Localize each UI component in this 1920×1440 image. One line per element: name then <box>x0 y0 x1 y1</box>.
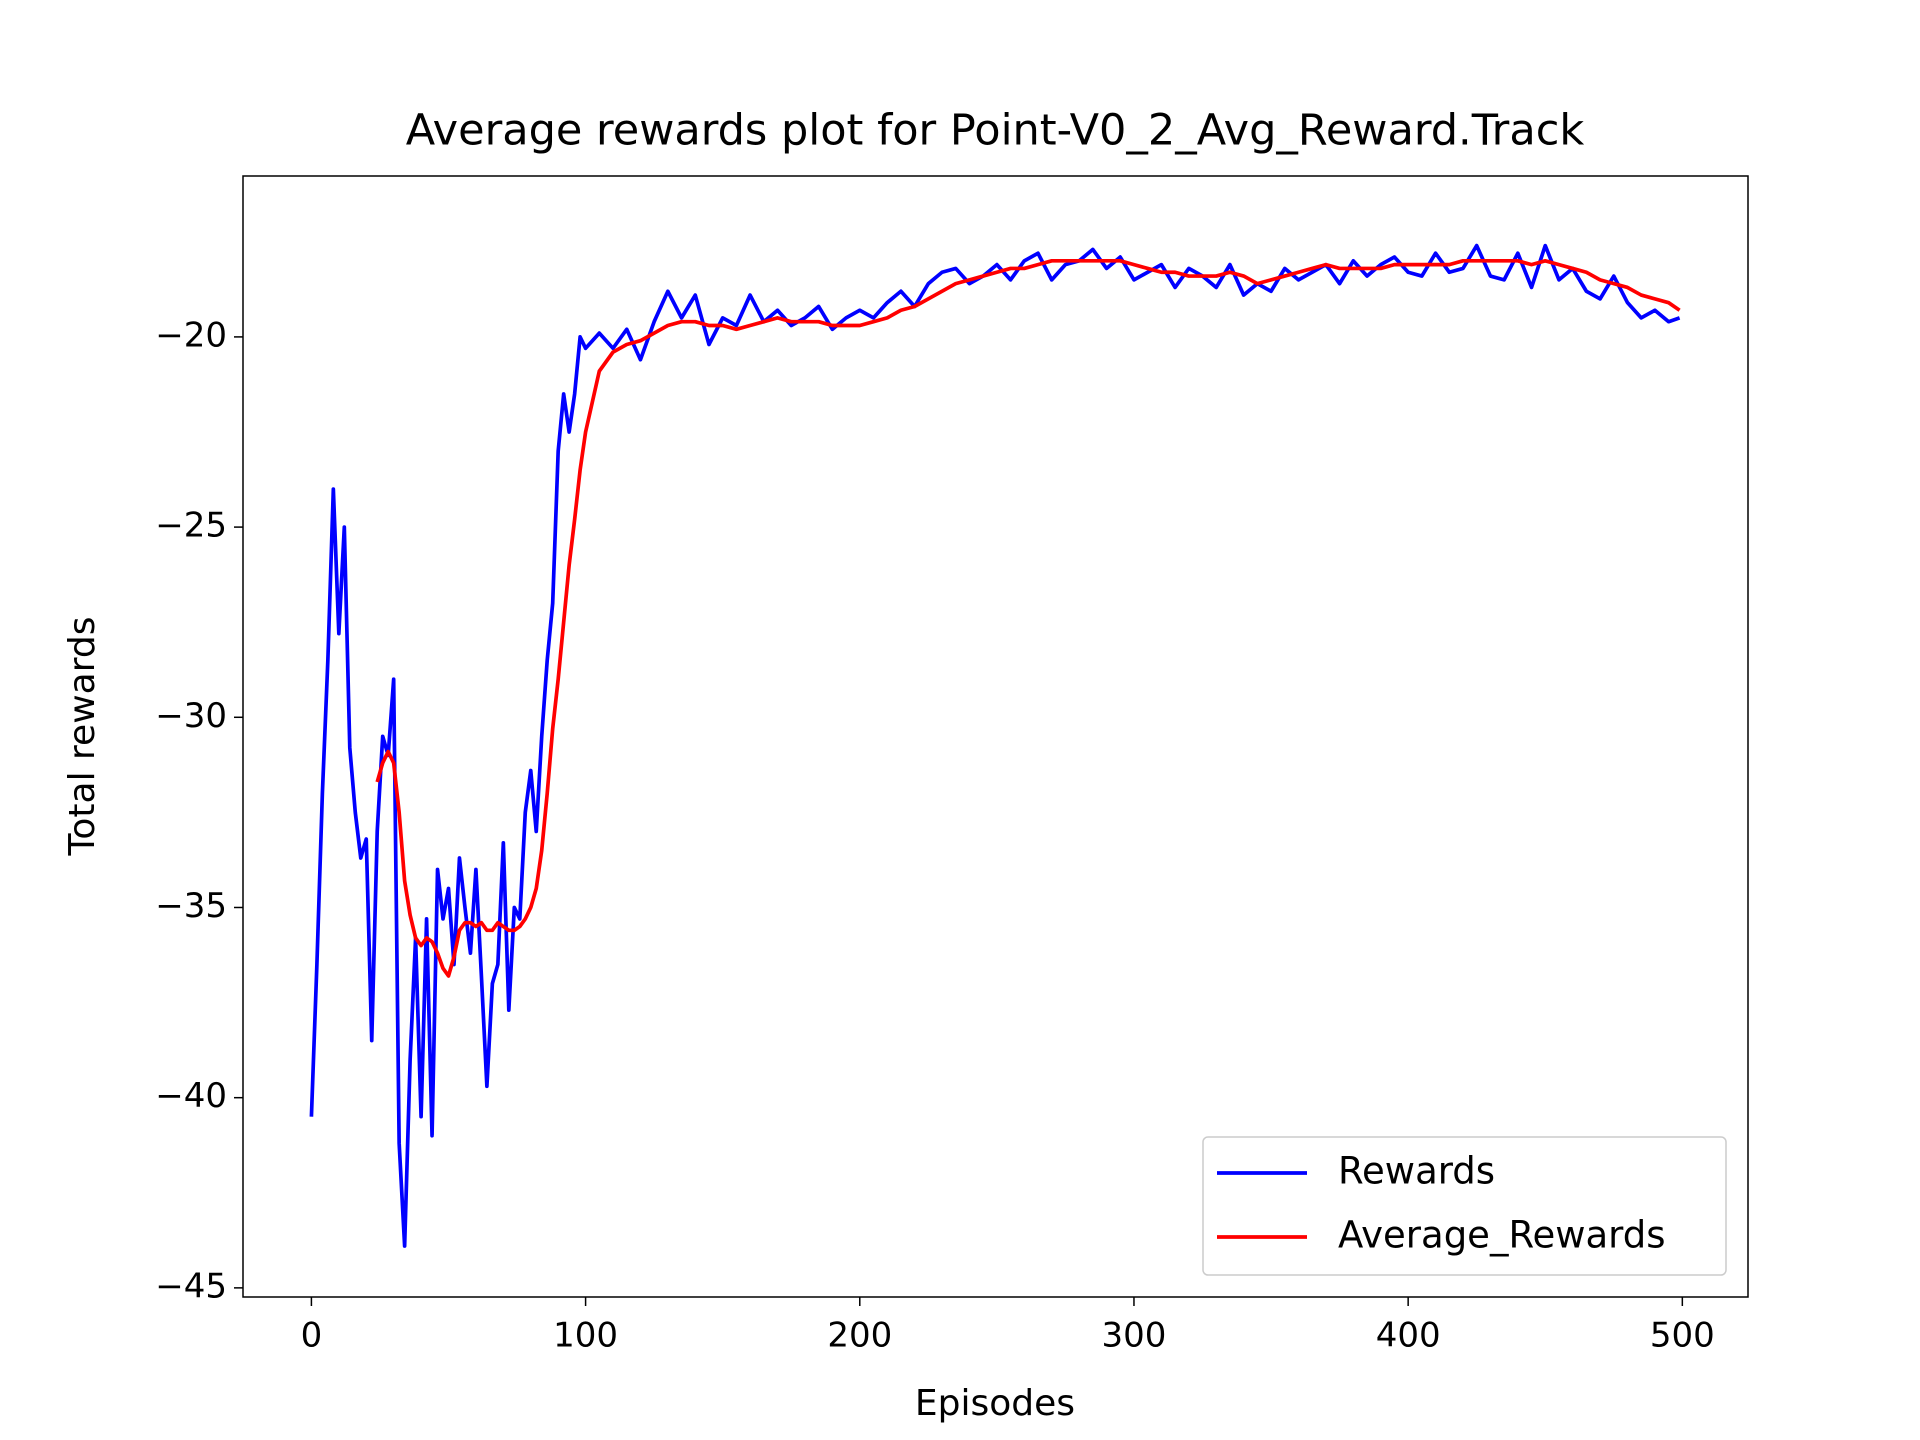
chart-title: Average rewards plot for Point-V0_2_Avg_… <box>406 106 1585 156</box>
x-axis-label: Episodes <box>915 1383 1075 1424</box>
x-tick-label: 100 <box>553 1316 618 1356</box>
data-line <box>309 243 1681 1248</box>
y-tick-label: −35 <box>155 886 227 926</box>
y-tick-label: −30 <box>155 696 227 736</box>
x-tick-label: 400 <box>1376 1316 1441 1356</box>
x-tick-label: 300 <box>1102 1316 1167 1356</box>
y-tick-label: −45 <box>155 1266 227 1306</box>
x-tick-label: 500 <box>1650 1316 1715 1356</box>
legend-label: Rewards <box>1338 1150 1495 1193</box>
y-tick-label: −20 <box>155 315 227 355</box>
x-tick-label: 0 <box>301 1316 323 1356</box>
y-tick-label: −40 <box>155 1076 227 1116</box>
x-tick-label: 200 <box>827 1316 892 1356</box>
y-tick-label: −25 <box>155 506 227 546</box>
y-axis-label: Total rewards <box>62 617 103 857</box>
legend-label: Average_Rewards <box>1338 1214 1666 1257</box>
data-line <box>375 258 1681 978</box>
legend-box <box>1202 1136 1727 1276</box>
axes-frame <box>242 175 1749 1298</box>
